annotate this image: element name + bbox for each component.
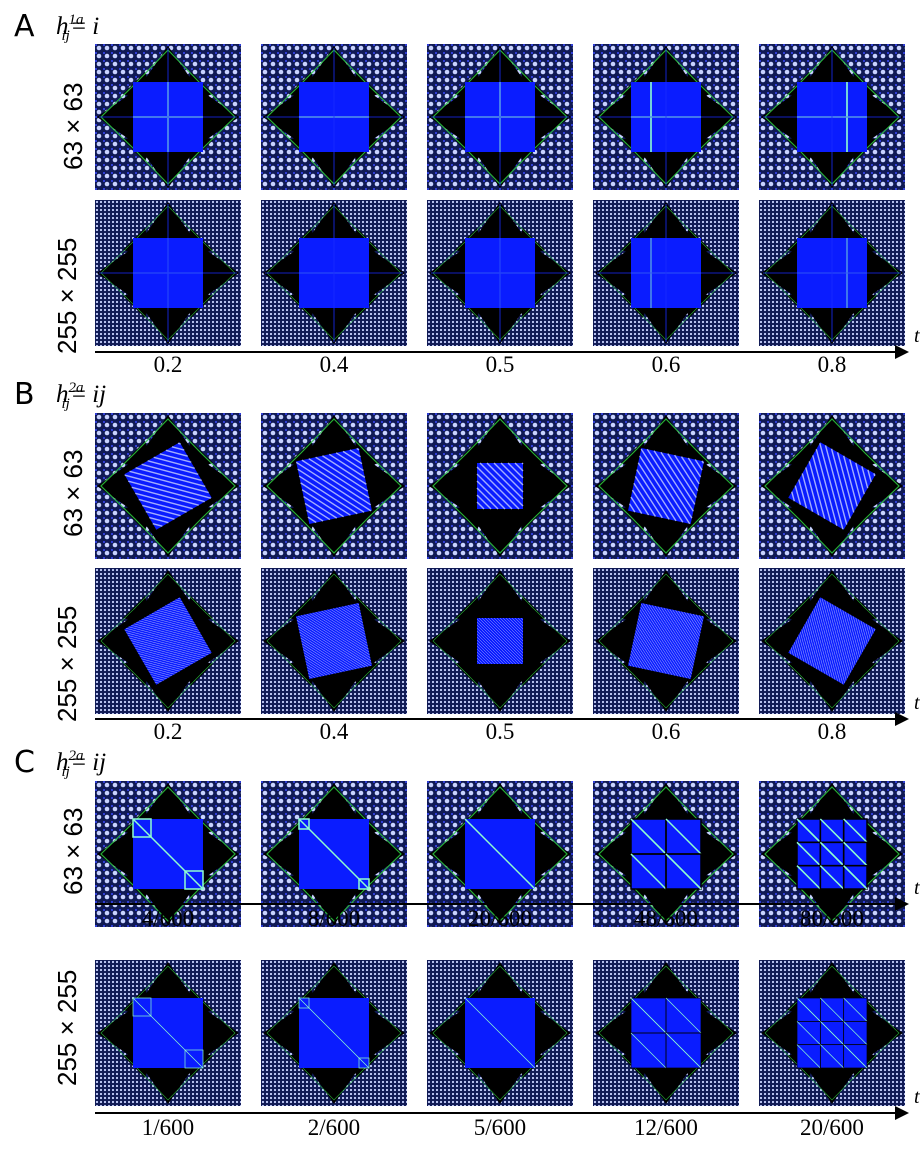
pattern-panel-b1-2 xyxy=(261,413,407,559)
tick-label: 0.4 xyxy=(319,719,349,744)
pattern-panel-b2-4 xyxy=(593,568,739,714)
pattern-panel-c1-3 xyxy=(427,781,573,927)
pattern-panel-b1-1 xyxy=(95,413,241,559)
axis-label-b: t xyxy=(914,692,920,714)
pattern-panel-b2-5 xyxy=(759,568,905,714)
tick-label: 20/600 xyxy=(800,1115,864,1140)
tick-label: 0.6 xyxy=(651,352,681,377)
tick-label: 12/600 xyxy=(634,1115,698,1140)
pattern-panel-c1-5 xyxy=(759,781,905,927)
pattern-panel-b1-4 xyxy=(593,413,739,559)
row-label-b2: 255 × 255 xyxy=(52,605,82,722)
pattern-panel-a1-4 xyxy=(593,44,739,190)
row-label-b1: 63 × 63 xyxy=(58,449,88,537)
pattern-panel-b1-3 xyxy=(427,413,573,559)
pattern-panel-a1-3 xyxy=(427,44,573,190)
row-label-c2: 255 × 255 xyxy=(52,969,82,1086)
formula-a: h1aij= i xyxy=(56,12,100,44)
time-axis-a xyxy=(95,345,909,359)
formula-c: h2aij= ij xyxy=(56,748,107,780)
pattern-panel-a1-5 xyxy=(759,44,905,190)
pattern-panel-c2-3 xyxy=(427,960,573,1106)
time-axis-c1 xyxy=(95,897,909,911)
pattern-panel-b2-2 xyxy=(261,568,407,714)
tick-label: 4/600 xyxy=(141,906,195,931)
formula-b: h2aij= ij xyxy=(56,380,107,412)
pattern-panel-c1-4 xyxy=(593,781,739,927)
pattern-panel-c1-1 xyxy=(95,781,241,927)
tick-label: 8/600 xyxy=(307,906,361,931)
time-axis-c2 xyxy=(95,1106,909,1120)
tick-label: 5/600 xyxy=(473,1115,527,1140)
pattern-panel-c2-5 xyxy=(759,960,905,1106)
tick-label: 0.8 xyxy=(817,719,847,744)
pattern-panel-b1-5 xyxy=(759,413,905,559)
tick-label: 1/600 xyxy=(141,1115,195,1140)
section-letter-b: B xyxy=(14,377,35,412)
tick-label: 0.8 xyxy=(817,352,847,377)
tick-label: 0.6 xyxy=(651,719,681,744)
row-label-a2: 255 × 255 xyxy=(52,237,82,354)
pattern-panel-b2-3 xyxy=(427,568,573,714)
tick-label: 0.5 xyxy=(485,352,515,377)
time-axis-b xyxy=(95,712,909,726)
pattern-panel-a2-4 xyxy=(593,200,739,346)
pattern-panel-c2-2 xyxy=(261,960,407,1106)
pattern-panel-a2-3 xyxy=(427,200,573,346)
pattern-panel-a1-1 xyxy=(95,44,241,190)
pattern-panel-a2-2 xyxy=(261,200,407,346)
pattern-panel-b2-1 xyxy=(95,568,241,714)
tick-label: 48/600 xyxy=(634,906,698,931)
pattern-panel-c2-4 xyxy=(593,960,739,1106)
section-letter-c: C xyxy=(14,745,35,780)
tick-label: 0.4 xyxy=(319,352,349,377)
tick-label: 2/600 xyxy=(307,1115,361,1140)
row-label-a1: 63 × 63 xyxy=(58,82,88,170)
pattern-panel-a1-2 xyxy=(261,44,407,190)
tick-label: 0.2 xyxy=(153,719,183,744)
pattern-panel-a2-1 xyxy=(95,200,241,346)
tick-label: 20/600 xyxy=(468,906,532,931)
section-letter-a: A xyxy=(14,9,35,44)
pattern-panel-c2-1 xyxy=(95,960,241,1106)
tick-label: 0.5 xyxy=(485,719,515,744)
pattern-panel-a2-5 xyxy=(759,200,905,346)
pattern-panel-c1-2 xyxy=(261,781,407,927)
tick-label: 0.2 xyxy=(153,352,183,377)
tick-label: 80/600 xyxy=(800,906,864,931)
axis-label-a: t xyxy=(914,325,920,347)
axis-label-c2: t xyxy=(914,1086,920,1108)
axis-label-c1: t xyxy=(914,877,920,899)
row-label-c1: 63 × 63 xyxy=(58,807,88,895)
